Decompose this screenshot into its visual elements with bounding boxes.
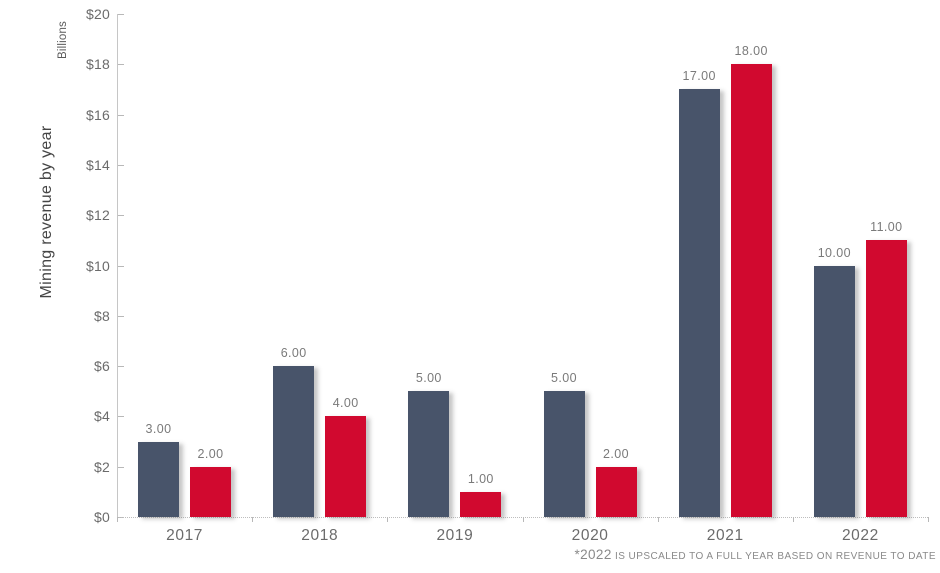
x-axis-tick <box>252 517 254 522</box>
y-axis-tick <box>118 466 124 468</box>
y-axis-tick-label: $6 <box>94 358 110 375</box>
x-axis-tick <box>792 517 794 522</box>
y-axis-tick-label: $2 <box>94 458 110 475</box>
bar-value-label: 17.00 <box>682 69 716 84</box>
bar-value-label: 4.00 <box>332 396 359 411</box>
chart-footnote: *2022 IS UPSCALED TO A FULL YEAR BASED O… <box>574 546 936 564</box>
bar-red-series-2022 <box>865 240 907 517</box>
x-axis-tick <box>387 517 389 522</box>
y-axis-tick <box>118 265 124 267</box>
bar-red-series-2021 <box>730 64 772 517</box>
bar-value-label: 1.00 <box>467 471 494 486</box>
bar-value-label: 11.00 <box>870 220 903 235</box>
y-axis-tick-label: $14 <box>86 156 110 173</box>
x-axis-tick <box>657 517 659 522</box>
x-axis-category-label: 2018 <box>301 527 339 544</box>
y-axis-tick-label: $16 <box>86 106 110 123</box>
bar-dark-blue-series-2021 <box>678 89 720 517</box>
bar-value-label: 3.00 <box>145 421 172 436</box>
bar-dark-blue-series-2018 <box>273 366 315 517</box>
y-axis-units-label: Billions <box>57 20 69 60</box>
bar-dark-blue-series-2022 <box>813 265 855 517</box>
bar-dark-blue-series-2020 <box>543 391 585 517</box>
x-axis-tick <box>928 517 929 522</box>
y-axis-line <box>117 14 118 517</box>
bar-red-series-2019 <box>460 491 502 517</box>
bar-value-label: 5.00 <box>415 371 442 386</box>
y-axis-tick <box>118 14 124 15</box>
x-axis-tick <box>522 517 524 522</box>
x-axis-category-label: 2022 <box>841 527 879 544</box>
y-axis-tick <box>118 215 124 217</box>
y-axis-tick <box>118 114 124 116</box>
y-axis-tick-label: $12 <box>86 207 110 224</box>
x-axis-category-label: 2019 <box>436 527 474 544</box>
x-axis-category-label: 2021 <box>706 527 744 544</box>
bar-value-label: 10.00 <box>817 245 851 260</box>
footnote-year: *2022 <box>574 547 612 562</box>
bar-value-label: 5.00 <box>551 371 577 386</box>
bar-value-label: 6.00 <box>280 346 307 361</box>
bar-red-series-2018 <box>325 416 367 517</box>
x-axis-category-label: 2020 <box>571 527 609 544</box>
bar-red-series-2017 <box>190 466 231 517</box>
x-axis-category-label: 2017 <box>166 527 204 544</box>
bar-value-label: 18.00 <box>734 44 768 59</box>
x-axis-tick <box>117 517 118 522</box>
y-axis-tick <box>118 64 124 66</box>
y-axis-tick-label: $4 <box>94 408 110 425</box>
y-axis-tick-label: $20 <box>86 6 110 22</box>
bar-dark-blue-series-2019 <box>408 391 450 517</box>
bar-value-label: 2.00 <box>603 446 629 461</box>
y-axis-tick-label: $0 <box>94 509 110 525</box>
y-axis-tick-label: $10 <box>86 257 110 274</box>
bar-red-series-2020 <box>595 466 637 517</box>
y-axis-tick-label: $18 <box>86 56 110 73</box>
y-axis-tick <box>118 315 124 317</box>
bar-dark-blue-series-2017 <box>138 441 179 517</box>
y-axis-tick <box>118 164 124 166</box>
y-axis-tick <box>118 416 124 418</box>
bar-value-label: 2.00 <box>197 446 224 461</box>
footnote-text: IS UPSCALED TO A FULL YEAR BASED ON REVE… <box>611 551 936 562</box>
y-axis-tick <box>118 366 124 368</box>
y-axis-tick-label: $8 <box>94 307 110 324</box>
